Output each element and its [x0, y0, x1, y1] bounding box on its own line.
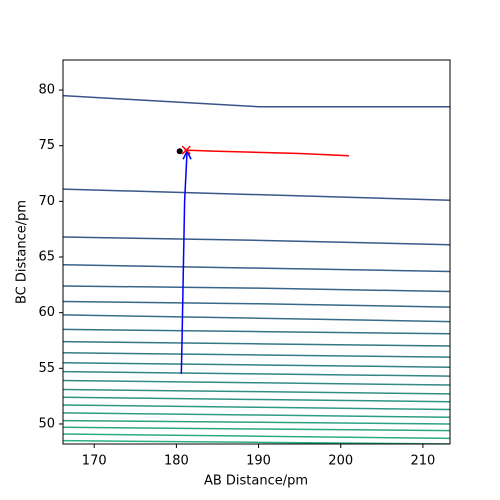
- y-tick-label: 65: [38, 250, 55, 265]
- plot-area: [63, 94, 450, 444]
- contour-line: [63, 404, 450, 411]
- trajectory: [184, 149, 349, 157]
- contour-line: [63, 351, 450, 358]
- contour-line: [63, 188, 450, 201]
- contour-line: [63, 388, 450, 395]
- x-tick-label: 180: [164, 454, 189, 469]
- y-tick-label: 50: [38, 416, 55, 431]
- contour-line: [63, 285, 450, 293]
- y-tick-label: 80: [38, 83, 55, 98]
- contour-line: [63, 314, 450, 323]
- contour-line: [63, 361, 450, 368]
- dot-marker: [176, 148, 183, 155]
- contour-line: [63, 379, 450, 386]
- contour-line: [63, 300, 450, 308]
- contour-line: [63, 419, 450, 425]
- contour-line: [63, 328, 450, 335]
- contour-line: [63, 236, 450, 246]
- contour-line: [63, 264, 450, 273]
- x-tick-label: 170: [82, 454, 107, 469]
- y-tick-label: 60: [38, 305, 55, 320]
- contour-line: [63, 340, 450, 347]
- contour-line: [63, 396, 450, 403]
- contour-line: [63, 433, 450, 440]
- contour-line: [63, 426, 450, 432]
- x-tick-label: 210: [410, 454, 435, 469]
- x-axis-label: AB Distance/pm: [204, 474, 308, 489]
- y-tick-label: 70: [38, 194, 55, 209]
- axes-frame: [62, 59, 451, 445]
- contour-line: [63, 439, 450, 444]
- contour-line: [63, 94, 450, 108]
- x-marker: [181, 145, 191, 155]
- x-tick-label: 190: [246, 454, 271, 469]
- y-tick-label: 55: [38, 361, 55, 376]
- contour-line: [63, 370, 450, 377]
- y-tick-label: 75: [38, 138, 55, 153]
- y-axis-label: BC Distance/pm: [15, 200, 30, 304]
- trajectory: [180, 151, 188, 374]
- contour-line: [63, 412, 450, 419]
- x-tick-label: 200: [328, 454, 353, 469]
